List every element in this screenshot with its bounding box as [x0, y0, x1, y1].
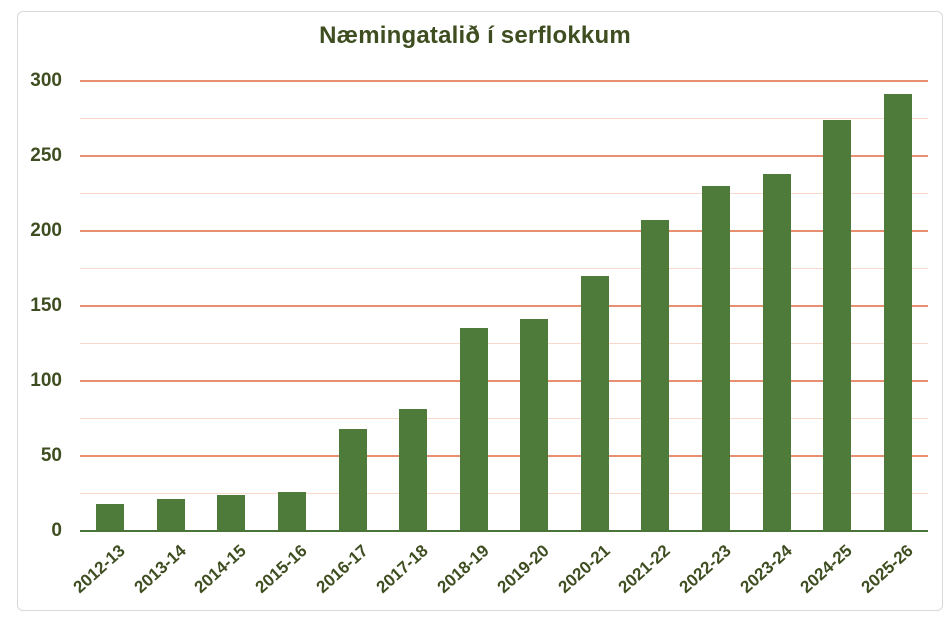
gridline-major: [80, 379, 928, 382]
gridline-major: [80, 79, 928, 82]
bar: [883, 94, 912, 531]
bar: [702, 185, 730, 531]
gridline-minor: [80, 492, 928, 494]
bar: [823, 119, 852, 531]
bar: [156, 499, 185, 531]
bar: [96, 503, 125, 531]
y-tick-label: 300: [30, 69, 62, 91]
bar: [217, 494, 246, 531]
gridline-major: [80, 229, 928, 232]
bar: [459, 328, 488, 531]
chart-title: Næmingatalið í serflokkum: [319, 22, 631, 49]
bar: [278, 491, 306, 531]
y-tick-label: 100: [30, 369, 62, 391]
y-tick-label: 250: [30, 144, 62, 166]
y-tick-label: 0: [51, 520, 62, 541]
gridline-minor: [80, 417, 928, 419]
gridline-major: [80, 154, 928, 157]
gridline-minor: [80, 192, 928, 194]
bar: [762, 173, 791, 531]
bar: [520, 319, 549, 531]
bar: [641, 220, 670, 531]
y-tick-label: 50: [40, 444, 62, 466]
y-tick-label: 200: [30, 219, 62, 241]
x-axis-line: [80, 530, 928, 532]
bar: [338, 428, 367, 531]
gridline-minor: [80, 267, 928, 269]
bar: [580, 275, 609, 531]
gridline-minor: [80, 117, 928, 119]
bar: [399, 409, 428, 531]
gridline-major: [80, 304, 928, 307]
gridline-minor: [80, 342, 928, 344]
y-tick-label: 150: [30, 294, 62, 316]
gridline-major: [80, 454, 928, 457]
